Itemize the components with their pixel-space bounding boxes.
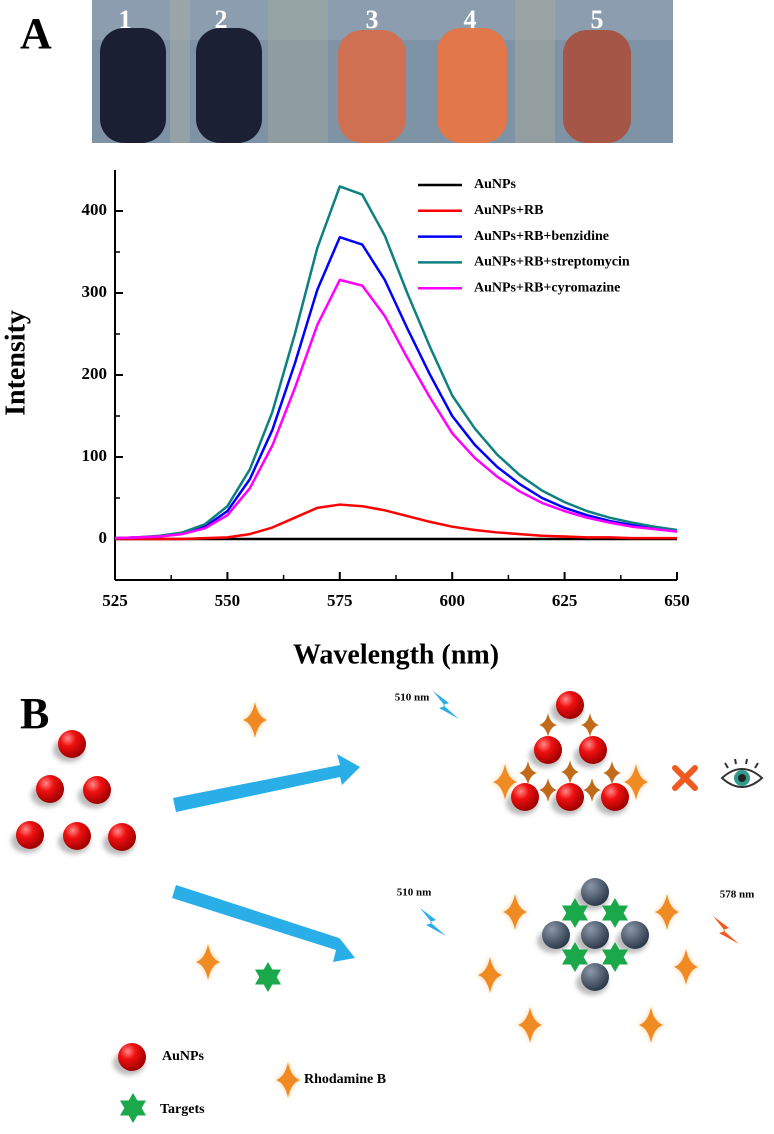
y-axis-label: Intensity xyxy=(0,310,31,416)
legend-label: AuNPs xyxy=(162,1049,205,1064)
scheme: 510 nm 510 nm 578 nm AuNPs Targets Rhoda… xyxy=(11,691,764,1123)
y-tick-label: 100 xyxy=(82,446,108,465)
legend-label: AuNPs+RB+cyromazine xyxy=(474,280,620,295)
x-tick-label: 625 xyxy=(552,591,578,610)
y-tick-label: 300 xyxy=(82,282,108,301)
panel-label: A xyxy=(20,9,52,58)
x-tick-label: 650 xyxy=(664,591,690,610)
legend-label: AuNPs+RB xyxy=(474,203,543,218)
tube-label: 3 xyxy=(366,5,379,34)
tube-photo xyxy=(92,0,673,143)
legend-label: AuNPs xyxy=(474,177,517,192)
emission-label: 578 nm xyxy=(720,889,755,901)
panel-label: B xyxy=(20,689,49,738)
x-tick-label: 550 xyxy=(215,591,241,610)
x-axis-label: Wavelength (nm) xyxy=(293,639,499,670)
spectrum-line xyxy=(114,185,678,540)
legend-label: AuNPs+RB+streptomycin xyxy=(474,255,630,270)
excitation-label: 510 nm xyxy=(395,692,430,704)
spectrum-chart: 0 100 200 300 400 525 550 575 600 625 650 Wavelengt… xyxy=(0,170,690,670)
x-tick-label: 525 xyxy=(102,591,128,610)
tube-label: 4 xyxy=(464,5,477,34)
x-tick-label: 600 xyxy=(439,591,465,610)
excitation-label: 510 nm xyxy=(397,887,432,899)
spectrum-line xyxy=(114,278,678,540)
y-tick-label: 0 xyxy=(99,528,108,547)
x-tick-label: 575 xyxy=(327,591,353,610)
tube-label: 5 xyxy=(591,5,604,34)
legend-label: Rhodamine B xyxy=(304,1072,386,1087)
tube-label: 1 xyxy=(119,5,132,34)
tube-label: 2 xyxy=(215,5,228,34)
y-tick-label: 200 xyxy=(82,364,108,383)
y-tick-label: 400 xyxy=(82,200,108,219)
legend-label: Targets xyxy=(160,1102,205,1117)
legend-label: AuNPs+RB+benzidine xyxy=(474,229,609,244)
spectrum-line xyxy=(115,503,677,541)
spectrum-line xyxy=(114,235,678,540)
